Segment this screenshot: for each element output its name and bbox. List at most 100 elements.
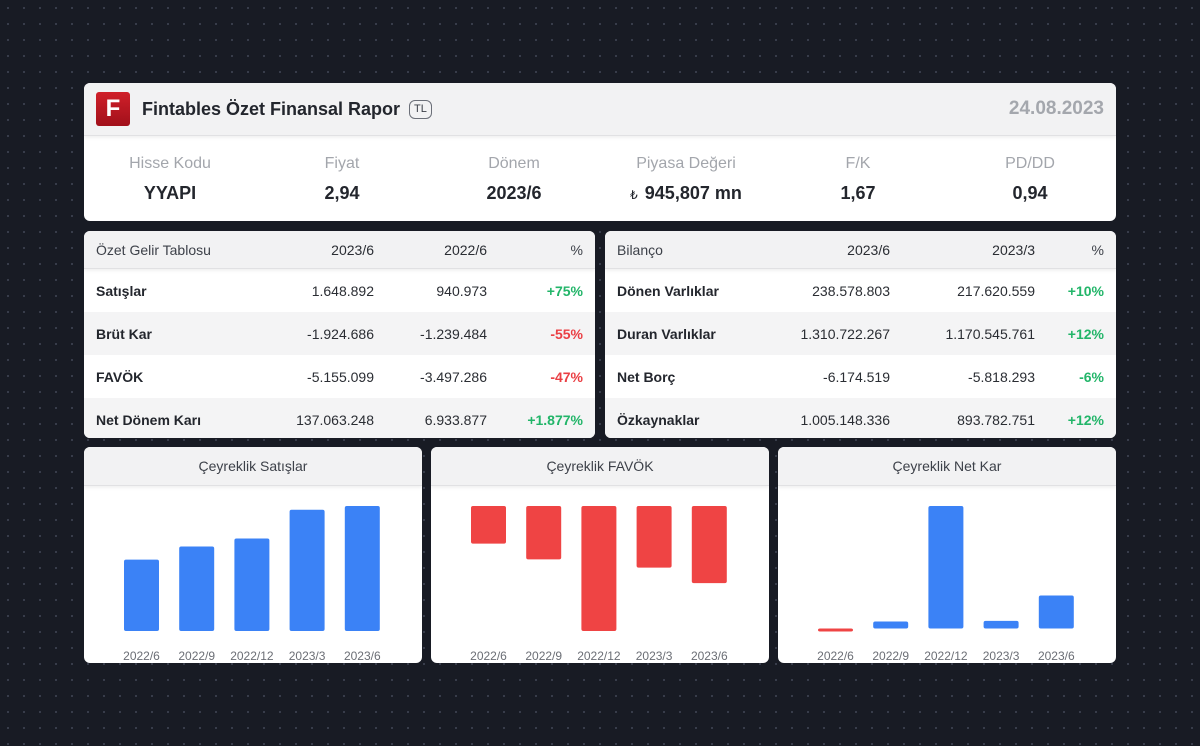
- chart-bar: [873, 621, 909, 629]
- chart-title: Çeyreklik Net Kar: [778, 447, 1116, 486]
- cell-change: -6%: [1079, 368, 1104, 385]
- table-row: Net Borç -6.174.519 -5.818.293 -6%: [605, 355, 1116, 398]
- row-label: Dönen Varlıklar: [617, 282, 719, 299]
- chart-bar: [289, 509, 325, 631]
- cell-previous: 217.620.559: [957, 282, 1035, 299]
- cell-current: 1.005.148.336: [800, 411, 890, 428]
- table-row: Duran Varlıklar 1.310.722.267 1.170.545.…: [605, 312, 1116, 355]
- cell-change: +12%: [1067, 325, 1104, 342]
- metric-value: YYAPI: [143, 183, 197, 203]
- x-tick-label: 2023/6: [691, 649, 728, 663]
- cell-current: -1.924.686: [307, 325, 374, 342]
- x-tick-label: 2022/9: [178, 649, 215, 663]
- table-header: Bilanço 2023/6 2023/3 %: [605, 231, 1116, 269]
- chart-bar: [124, 559, 159, 631]
- metric-value: 2023/6: [486, 183, 542, 203]
- x-tick-label: 2023/3: [289, 649, 326, 663]
- x-tick-label: 2022/9: [872, 649, 909, 663]
- column-header: %: [570, 241, 583, 258]
- row-label: Duran Varlıklar: [617, 325, 716, 342]
- metric-market-cap: Piyasa Değeri ₺ 945,807 mn: [600, 136, 772, 221]
- column-header: 2023/6: [847, 241, 890, 258]
- cell-previous: 1.170.545.761: [945, 325, 1035, 342]
- row-label: Net Dönem Karı: [96, 411, 202, 428]
- summary-header-card: F Fintables Özet Finansal Rapor TL 24.08…: [84, 83, 1116, 221]
- quarterly-net-income-chart: 2022/6 2022/9 2022/12 2023/3 2023/6 Çeyrekli…: [778, 447, 1116, 663]
- x-tick-label: 2022/12: [577, 649, 621, 663]
- table-row: FAVÖK -5.155.099 -3.497.286 -47%: [84, 355, 595, 398]
- chart-bar: [1038, 595, 1074, 629]
- column-header: Bilanço: [617, 241, 663, 258]
- metric-label: F/K: [845, 155, 871, 172]
- cell-previous: 893.782.751: [957, 411, 1035, 428]
- cell-previous: 940.973: [436, 282, 487, 299]
- cell-previous: 6.933.877: [424, 411, 487, 428]
- quarterly-sales-plot: 2022/6 2022/9 2022/12 2023/3 2023/6: [123, 506, 381, 663]
- cell-previous: -5.818.293: [968, 368, 1035, 385]
- chart-bar: [179, 546, 215, 631]
- cell-previous: -1.239.484: [420, 325, 487, 342]
- quarterly-ebitda-chart: 2022/6 2022/9 2022/12 2023/3 2023/6 Çeyrekli…: [431, 447, 769, 663]
- row-label: Özkaynaklar: [617, 411, 700, 428]
- column-header: Özet Gelir Tablosu: [96, 241, 211, 258]
- x-tick-label: 2023/6: [1038, 649, 1075, 663]
- metric-value: 0,94: [1012, 183, 1048, 203]
- metric-label: Piyasa Değeri: [636, 155, 736, 172]
- metric-pb: PD/DD 0,94: [944, 136, 1116, 221]
- cell-change: -47%: [550, 368, 583, 385]
- chart-bar: [928, 506, 964, 629]
- chart-bar: [581, 506, 617, 631]
- cell-current: -5.155.099: [307, 368, 374, 385]
- metric-label: Dönem: [488, 155, 540, 172]
- x-tick-label: 2022/6: [470, 649, 507, 663]
- report-title: Fintables Özet Finansal Rapor: [142, 98, 401, 119]
- cell-current: 238.578.803: [812, 282, 890, 299]
- chart-bar: [636, 506, 672, 568]
- x-tick-label: 2022/12: [230, 649, 274, 663]
- row-label: Brüt Kar: [96, 325, 153, 342]
- quarterly-ebitda-plot: 2022/6 2022/9 2022/12 2023/3 2023/6: [470, 506, 728, 663]
- quarterly-sales-chart: 2022/6 2022/9 2022/12 2023/3 2023/6 Çeyrekli…: [84, 447, 422, 663]
- x-tick-label: 2023/6: [344, 649, 381, 663]
- metric-label: Hisse Kodu: [129, 155, 211, 172]
- balance-sheet-table: Bilanço 2023/6 2023/3 % Dönen Varlıklar …: [605, 231, 1116, 438]
- cell-change: +10%: [1067, 282, 1104, 299]
- table-row: Satışlar 1.648.892 940.973 +75%: [84, 269, 595, 312]
- cell-current: -6.174.519: [823, 368, 890, 385]
- chart-title: Çeyreklik FAVÖK: [431, 447, 769, 486]
- cell-change: -55%: [550, 325, 583, 342]
- cell-change: +75%: [546, 282, 583, 299]
- table-row: Özkaynaklar 1.005.148.336 893.782.751 +1…: [605, 398, 1116, 438]
- row-label: Net Borç: [617, 368, 676, 385]
- table-row: Dönen Varlıklar 238.578.803 217.620.559 …: [605, 269, 1116, 312]
- table-row: Net Dönem Karı 137.063.248 6.933.877 +1.…: [84, 398, 595, 438]
- row-label: FAVÖK: [96, 368, 144, 385]
- metric-label: PD/DD: [1005, 155, 1055, 172]
- chart-bar: [983, 620, 1019, 629]
- chart-title: Çeyreklik Satışlar: [84, 447, 422, 486]
- cell-change: +1.877%: [527, 411, 583, 428]
- chart-bar: [471, 506, 506, 544]
- x-tick-label: 2022/6: [817, 649, 854, 663]
- x-tick-label: 2022/9: [525, 649, 562, 663]
- metric-value: 1,67: [840, 183, 876, 203]
- income-statement-table: Özet Gelir Tablosu 2023/6 2022/6 % Satış…: [84, 231, 595, 438]
- metric-pe: F/K 1,67: [772, 136, 944, 221]
- market-cap-value: 945,807 mn: [644, 183, 742, 203]
- cell-current: 137.063.248: [296, 411, 374, 428]
- cell-current: 1.310.722.267: [800, 325, 890, 342]
- metric-ticker: Hisse Kodu YYAPI: [84, 136, 256, 221]
- table-row: Brüt Kar -1.924.686 -1.239.484 -55%: [84, 312, 595, 355]
- metric-value: ₺ 945,807 mn: [600, 183, 772, 204]
- x-tick-label: 2023/3: [636, 649, 673, 663]
- column-header: 2022/6: [444, 241, 487, 258]
- chart-bar: [234, 538, 270, 631]
- x-tick-label: 2023/3: [983, 649, 1020, 663]
- cell-current: 1.648.892: [311, 282, 374, 299]
- x-tick-label: 2022/6: [123, 649, 160, 663]
- report-date: 24.08.2023: [1008, 98, 1104, 119]
- table-header: Özet Gelir Tablosu 2023/6 2022/6 %: [84, 231, 595, 269]
- column-header: 2023/3: [992, 241, 1035, 258]
- cell-previous: -3.497.286: [420, 368, 487, 385]
- currency-badge: TL: [409, 99, 432, 119]
